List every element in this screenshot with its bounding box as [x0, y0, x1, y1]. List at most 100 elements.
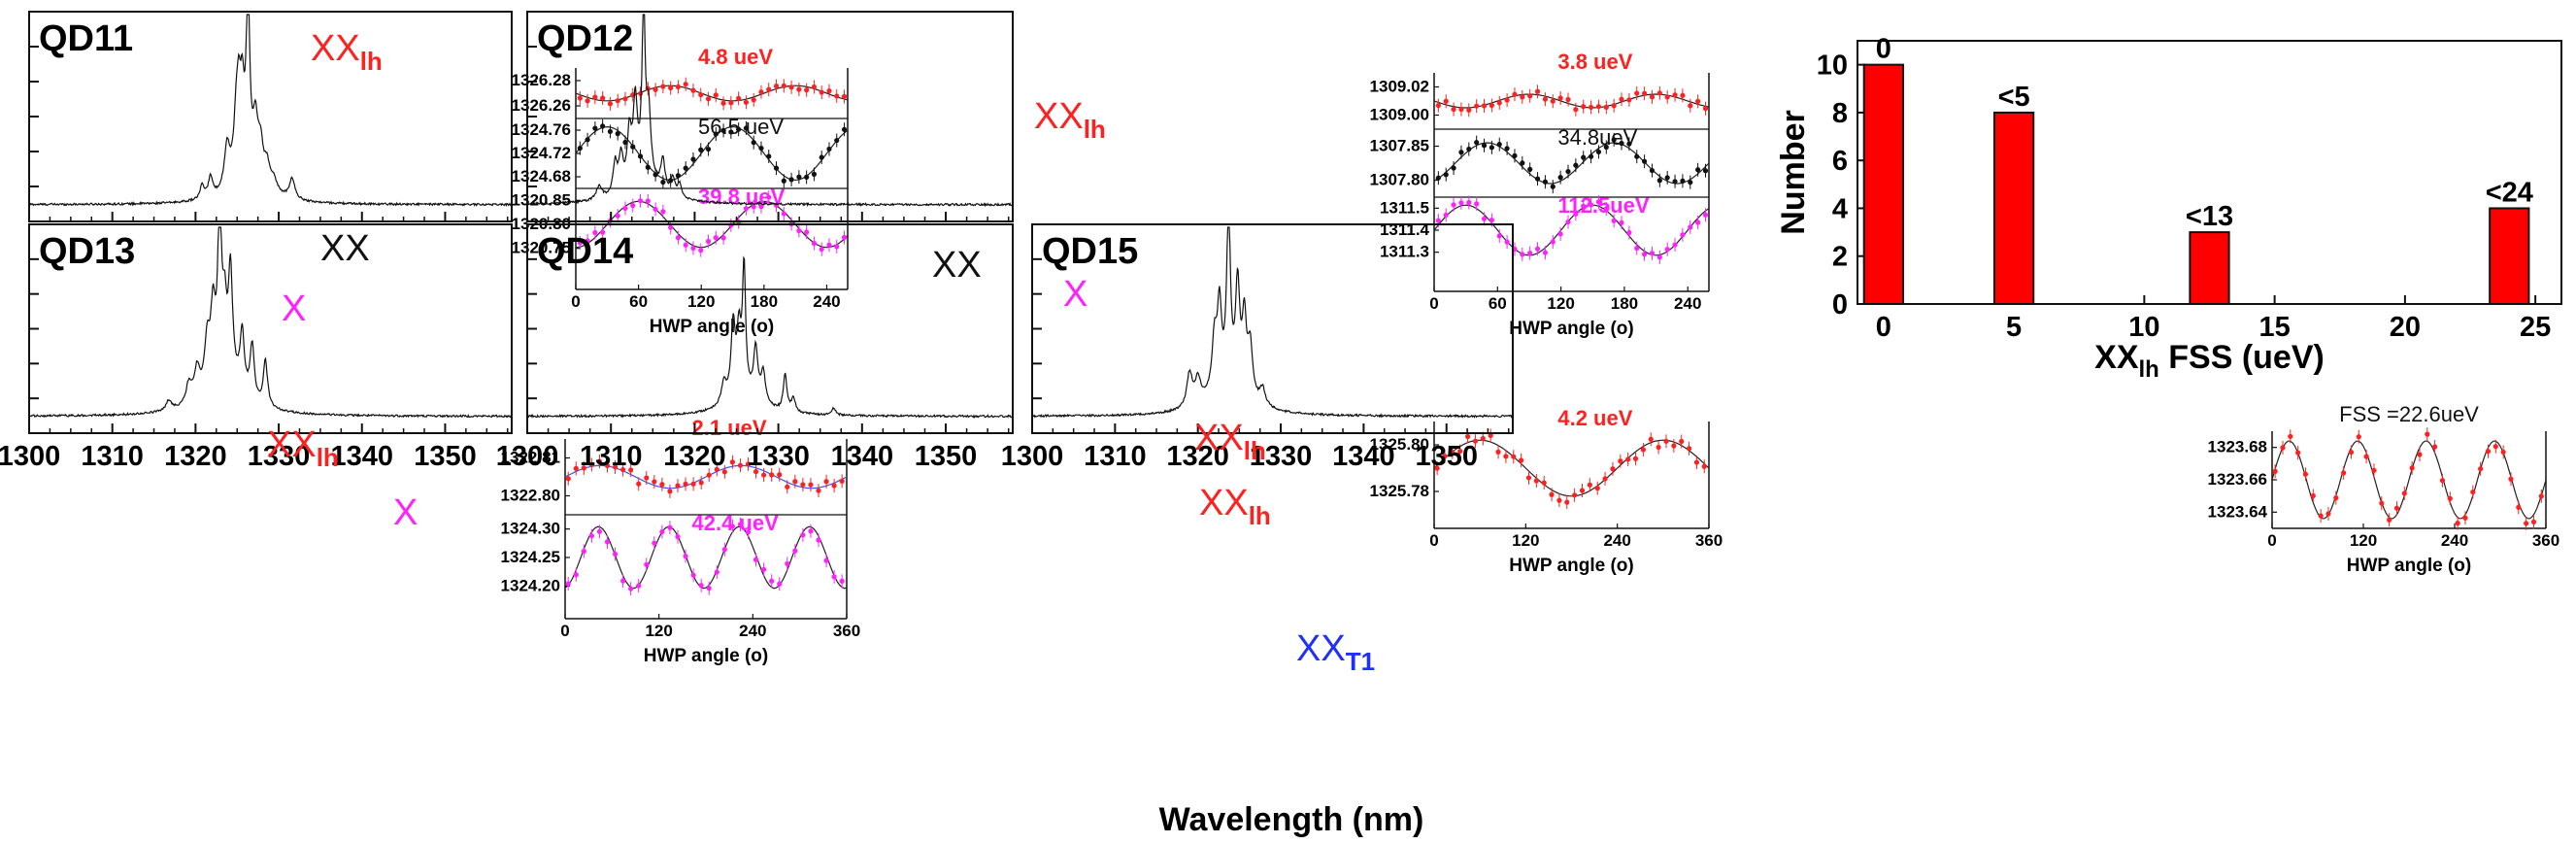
inset-data-point: [1434, 465, 1440, 471]
inset-data-point: [777, 581, 783, 587]
inset-data-point: [675, 483, 681, 489]
inset-data-point: [2538, 493, 2544, 499]
bar-y-tick-label: 2: [1832, 242, 1848, 273]
inset-data-point: [1680, 178, 1686, 184]
inset-data-point: [743, 206, 750, 212]
inset-data-point: [753, 557, 759, 562]
inset-data-point: [788, 84, 794, 90]
inset-data-point: [1519, 457, 1524, 463]
inset-data-point: [1672, 179, 1678, 185]
inset-data-point: [698, 147, 704, 152]
inset-data-point: [714, 569, 719, 575]
inset-y-tick-label: 1309.00: [1370, 106, 1429, 124]
inset-data-point: [761, 566, 767, 572]
x-tick-label: 1310: [580, 441, 643, 472]
inset-data-point: [2530, 519, 2537, 525]
inset-fit-curve: [575, 125, 849, 182]
inset-data-point: [637, 198, 644, 204]
inset-data-point: [1573, 107, 1579, 113]
x-tick-label: 1350: [414, 441, 477, 472]
inset-data-point: [800, 482, 806, 488]
inset-data-point: [1474, 140, 1480, 146]
inset-data-point: [804, 87, 810, 93]
inset-data-point: [1587, 482, 1592, 488]
inset-data-point: [1565, 96, 1571, 103]
bar-value-label: <5: [1998, 82, 2030, 113]
x-tick-label: 1330: [1250, 441, 1313, 472]
inset-data-point: [573, 465, 579, 471]
inset-y-tick-label: 1326.28: [512, 71, 571, 89]
inset-data-point: [1504, 97, 1510, 103]
inset-data-point: [2524, 521, 2529, 526]
inset-data-point: [1504, 146, 1510, 152]
spectrum-line: [28, 14, 513, 208]
x-tick-label: 1350: [915, 441, 978, 472]
bar-y-label: Number: [1775, 110, 1812, 234]
inset-data-point: [585, 98, 590, 104]
inset-data-point: [705, 238, 712, 245]
inset-x-tick-label: 180: [751, 292, 778, 311]
inset-data-point: [796, 86, 802, 92]
inset-data-point: [637, 153, 644, 159]
inset-data-point: [1474, 201, 1480, 207]
inset-data-point: [652, 540, 657, 546]
inset-data-point: [758, 145, 764, 152]
inset-data-point: [773, 165, 780, 171]
inset-data-point: [1588, 153, 1594, 159]
inset-data-point: [1625, 456, 1631, 462]
peak-label: X: [282, 288, 306, 329]
inset-data-point: [1671, 443, 1677, 449]
inset-data-point: [1572, 492, 1578, 498]
inset-data-point: [1504, 239, 1510, 245]
inset-data-point: [620, 466, 626, 473]
bar-value-label: 0: [1876, 34, 1891, 65]
inset-data-point: [630, 144, 636, 150]
peak-label: XX: [932, 245, 982, 286]
inset-y-tick-label: 1324.72: [512, 144, 571, 162]
inset-data-point: [1466, 199, 1472, 206]
inset-data-point: [736, 126, 742, 132]
inset-data-point: [581, 548, 586, 555]
inset-data-point: [1642, 252, 1648, 257]
inset-fit-curve: [1433, 204, 1710, 256]
inset-x-label: HWP angle (o): [2347, 556, 2471, 576]
inset-fss-note: 2.1 ueV: [692, 416, 767, 440]
inset-data-point: [2401, 490, 2407, 496]
inset-data-point: [2516, 504, 2522, 510]
inset-data-point: [660, 209, 666, 215]
inset-data-point: [592, 229, 598, 236]
inset-data-point: [683, 82, 688, 87]
peak-label-main: XX: [1194, 418, 1244, 458]
peak-label-main: XX: [320, 228, 370, 269]
peak-label: X: [1063, 274, 1087, 315]
inset-data-point: [1511, 454, 1517, 459]
inset-y-tick-label: 1324.68: [512, 167, 571, 186]
inset-fss-note: 56.5 ueV: [698, 115, 784, 139]
inset-data-point: [1610, 466, 1616, 472]
inset-data-point: [826, 242, 832, 248]
inset-data-point: [2318, 513, 2324, 519]
inset: 0 120 240 360 HWP angle (o) FSS =22.6ueV 1323.…: [2208, 402, 2560, 576]
peak-label: XXlh: [1034, 96, 1106, 144]
inset-data-point: [721, 547, 727, 553]
inset-data-point: [652, 86, 658, 92]
inset-data-point: [705, 96, 712, 102]
inset-y-tick-label: 1325.78: [1370, 482, 1429, 500]
inset-x-tick-label: 240: [1603, 531, 1630, 550]
inset-data-point: [1542, 250, 1549, 255]
inset-data-point: [753, 468, 759, 475]
inset-data-point: [690, 87, 696, 93]
peak-label-main: XX: [267, 424, 317, 465]
inset-y-tick-label: 1311.4: [1380, 220, 1430, 239]
inset-data-point: [1626, 97, 1632, 103]
inset-data-point: [585, 137, 590, 143]
inset-data-point: [839, 478, 845, 484]
inset-data-point: [636, 583, 642, 589]
inset-data-point: [706, 472, 712, 478]
x-tick-label: 1310: [1084, 441, 1147, 472]
inset-data-point: [1549, 491, 1555, 497]
inset-data-point: [2363, 454, 2369, 459]
